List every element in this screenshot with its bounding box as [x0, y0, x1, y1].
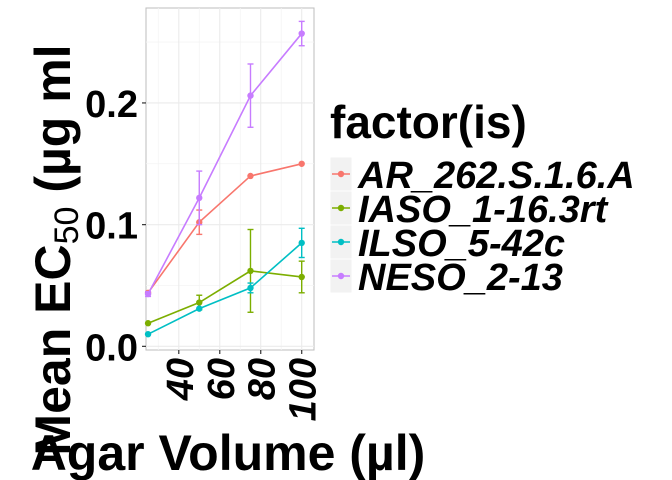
series-line: [147, 163, 302, 294]
data-point: [196, 299, 203, 306]
x-tick-label: 60: [201, 358, 243, 400]
series-layer: [144, 20, 305, 338]
legend-label: NESO_2-13: [358, 257, 563, 299]
legend-key-point: [337, 170, 345, 178]
y-axis-title: Mean EC50 (µg ml: [25, 44, 86, 455]
grid: [146, 8, 314, 350]
x-tick-label: 40: [160, 358, 202, 401]
y-tick-label: 0.2: [85, 84, 138, 126]
legend: factor(is) AR_262.S.1.6.AIASO_1-16.3rtIL…: [329, 96, 635, 299]
y-tick-label: 0.1: [85, 206, 138, 248]
y-axis-title-subscript: 50: [48, 207, 86, 245]
legend-key-point: [337, 204, 345, 212]
plot-panel: [145, 7, 315, 351]
data-point: [196, 305, 203, 312]
data-point: [247, 284, 254, 292]
data-point: [298, 273, 305, 281]
series-line: [147, 242, 303, 335]
legend-item: IASO_1-16.3rt: [329, 189, 609, 231]
data-point: [144, 290, 152, 298]
x-tick-label: 100: [283, 358, 325, 421]
data-point: [247, 92, 254, 99]
series-ILSO_5-42c: [144, 227, 305, 338]
series-line: [147, 33, 303, 295]
data-point: [144, 320, 152, 327]
legend-key-point: [337, 238, 345, 246]
data-point: [196, 194, 203, 202]
legend-label: ILSO_5-42c: [358, 223, 565, 265]
series-line: [147, 270, 302, 324]
legend-label: AR_262.S.1.6.A: [357, 155, 635, 197]
data-point: [247, 267, 254, 275]
data-point: [298, 30, 305, 37]
y-axis-title-main: Mean EC: [25, 244, 81, 455]
data-point: [298, 160, 305, 167]
legend-key-point: [337, 272, 345, 280]
y-axis-title-unit: (µg ml: [25, 44, 81, 206]
data-point: [247, 172, 254, 180]
legend-label: IASO_1-16.3rt: [358, 189, 609, 231]
y-tick-label: 0.0: [85, 327, 138, 369]
plot-area: [145, 7, 315, 351]
legend-item: NESO_2-13: [329, 257, 563, 299]
legend-item: AR_262.S.1.6.A: [329, 155, 635, 197]
x-axis-title: Agar Volume (µl): [31, 425, 426, 480]
x-tick-label: 80: [242, 358, 284, 400]
data-point: [144, 330, 152, 338]
data-point: [298, 239, 305, 247]
legend-item: ILSO_5-42c: [329, 223, 565, 265]
legend-title: factor(is): [330, 96, 527, 148]
series-NESO_2-13: [144, 20, 305, 298]
